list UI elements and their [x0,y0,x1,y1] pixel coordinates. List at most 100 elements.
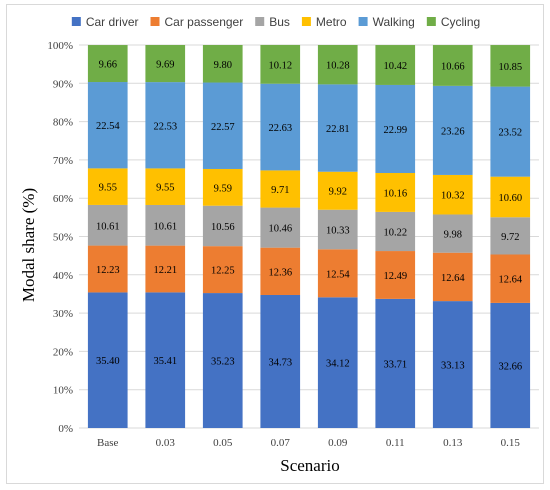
bar-segment [375,211,416,252]
y-tick-label: 90% [53,78,73,90]
bar-segment [490,176,531,218]
data-label: 22.53 [153,121,177,132]
data-label: 33.13 [441,361,465,372]
chart-frame: Car driver Car passenger Bus Metro Walking Cy… [6,4,544,484]
bar-segment [87,82,128,169]
y-tick-labels: 0% 10% 20% 30% 40% 50% 60% 70% 80% 90% 100% [47,40,73,435]
bar-segment [317,84,358,172]
bar-stack: 33.13 12.64 9.98 10.32 23.26 10.66 [432,45,473,428]
bar-segment [202,246,243,294]
bar-segment [317,171,358,210]
bar-stack: 35.23 12.25 10.56 9.59 22.57 9.80 [202,45,243,428]
legend-swatch [150,17,160,26]
bars: 35.40 12.23 10.61 9.55 22.54 9.66 35.41 12.21 10… [87,44,531,428]
bar-segment [87,45,128,83]
legend-label: Car passenger [165,15,244,29]
bar-segment [260,294,301,428]
y-axis-title: Modal share (%) [19,188,38,302]
bar-segment [260,247,301,295]
bar-segment [202,45,243,83]
bar-stack: 33.71 12.49 10.22 10.16 22.99 10.42 [375,45,416,428]
x-axis-title: Scenario [280,456,339,475]
bar-segment [432,85,473,175]
bar-segment [317,297,358,428]
data-label: 9.92 [329,187,347,198]
x-tick-label: 0.07 [271,437,291,449]
data-label: 10.61 [153,221,177,232]
data-label: 33.71 [383,359,407,370]
bar-segment [317,249,358,298]
data-label: 10.61 [96,221,120,232]
data-label: 34.12 [326,359,350,370]
data-label: 10.85 [498,62,522,73]
y-tick-label: 10% [53,385,73,397]
data-label: 10.33 [326,226,350,237]
data-label: 22.99 [383,125,407,136]
data-label: 23.26 [441,126,465,137]
bar-segment [202,168,243,206]
y-tick-label: 30% [53,308,73,320]
data-label: 9.66 [99,60,117,71]
y-tick-label: 100% [47,40,73,52]
x-tick-label: 0.13 [443,437,463,449]
bar-segment [87,168,128,205]
data-label: 10.12 [268,60,292,71]
data-label: 23.52 [498,128,522,139]
data-label: 32.66 [498,361,522,372]
bar-stack: 35.40 12.23 10.61 9.55 22.54 9.66 [87,45,128,428]
stacked-bar-chart: Car driver Car passenger Bus Metro Walking Cy… [19,15,539,475]
legend-label: Walking [373,15,415,29]
bar-segment [202,205,243,247]
data-label: 10.32 [441,191,465,202]
bar-segment [375,84,416,173]
bar-segment [87,245,128,293]
y-tick-label: 80% [53,117,73,129]
data-label: 10.56 [211,222,235,233]
y-tick-label: 60% [53,193,73,205]
bar-segment [432,45,473,86]
bar-segment [87,204,128,246]
bar-stack: 34.73 12.36 10.46 9.71 22.63 10.12 [260,44,301,428]
legend: Car driver Car passenger Bus Metro Walking Cy… [71,15,480,29]
legend-swatch [255,17,265,26]
bar-stack: 34.12 12.54 10.33 9.92 22.81 10.28 [317,45,358,428]
x-tick-label: 0.05 [213,437,233,449]
data-label: 22.54 [96,121,120,132]
data-label: 9.55 [99,183,117,194]
data-label: 22.81 [326,124,350,135]
data-label: 10.66 [441,61,465,72]
bar-segment [490,45,531,87]
data-label: 10.46 [268,224,292,235]
data-label: 12.64 [498,275,522,286]
data-label: 12.54 [326,269,350,280]
bar-segment [145,168,186,205]
x-tick-label: 0.09 [328,437,348,449]
data-label: 9.55 [156,183,174,194]
bar-segment [202,293,243,428]
data-label: 22.63 [268,123,292,134]
x-tick-label: 0.11 [386,437,405,449]
bar-segment [145,82,186,169]
legend-swatch [426,17,436,26]
bar-segment [432,174,473,215]
data-label: 12.49 [383,271,407,282]
data-label: 35.41 [153,356,177,367]
x-tick-label: 0.03 [156,437,176,449]
data-label: 10.16 [383,188,407,199]
data-label: 35.23 [211,357,235,368]
bar-segment [145,292,186,428]
x-tick-labels: Base 0.03 0.05 0.07 0.09 0.11 0.13 0.15 [97,437,520,449]
x-tick-label: Base [97,437,119,449]
y-tick-label: 20% [53,346,73,358]
bar-segment [490,302,531,428]
data-label: 9.80 [214,60,232,71]
legend-swatch [71,17,81,26]
data-label: 10.22 [383,227,407,238]
x-tick-label: 0.15 [501,437,521,449]
bar-segment [260,44,301,84]
bar-segment [202,82,243,169]
bar-segment [375,45,416,85]
data-label: 9.59 [214,183,232,194]
data-label: 12.36 [268,267,292,278]
bar-segment [260,207,301,248]
